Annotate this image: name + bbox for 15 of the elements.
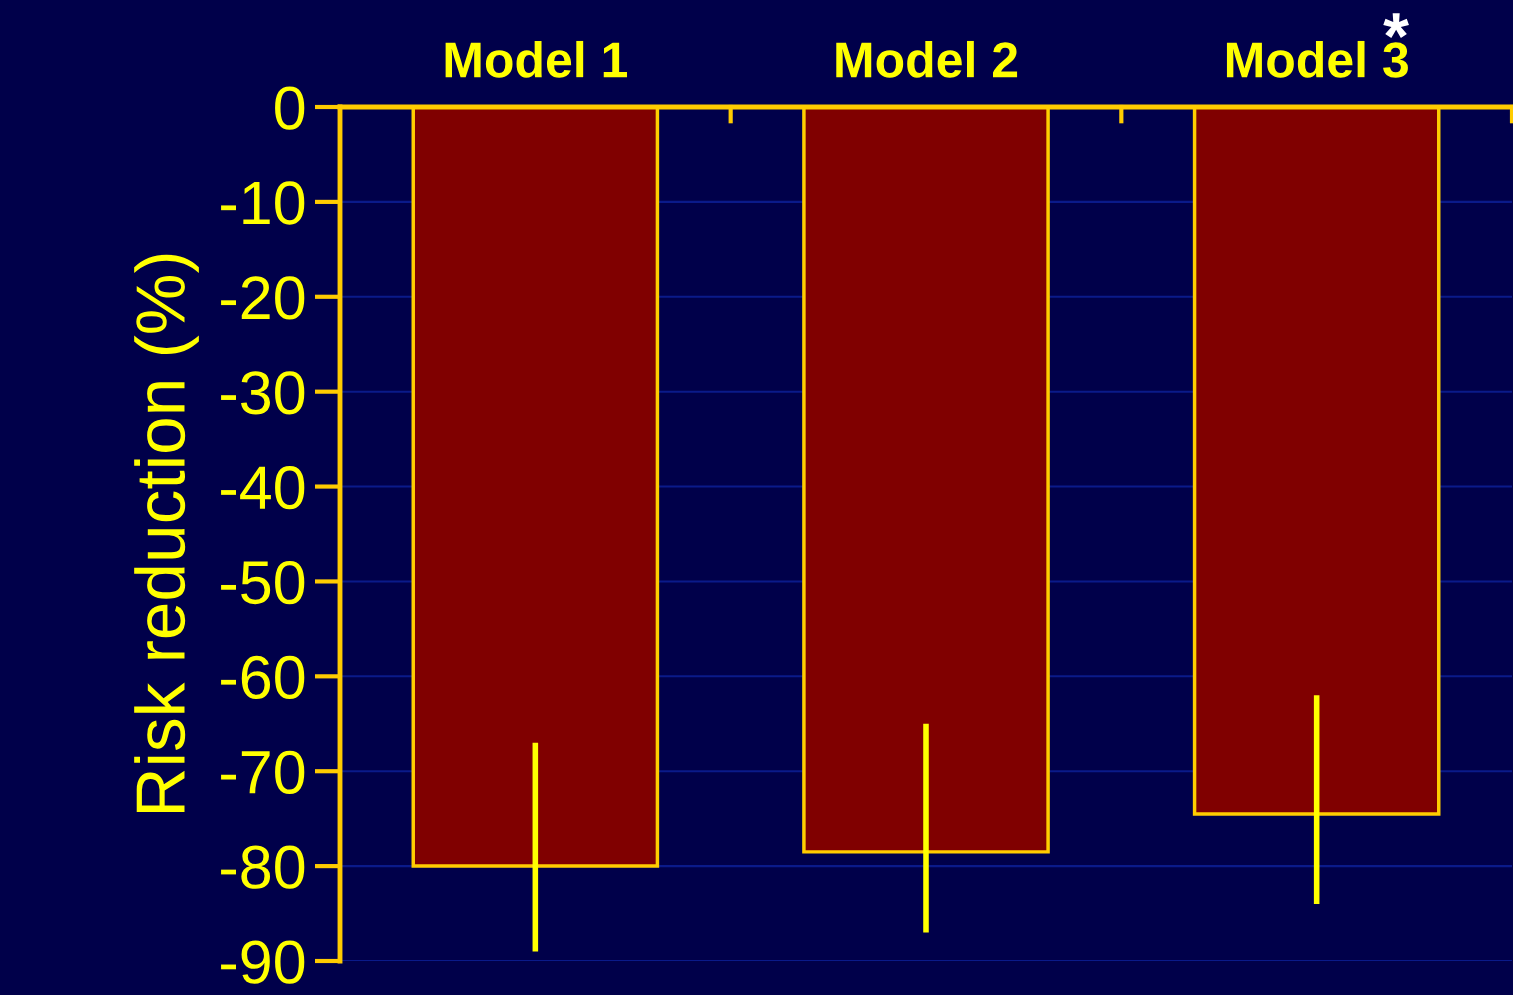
y-tick-label: -50 [221,560,305,605]
y-tick-label: -30 [221,371,305,415]
y-tick-label: -90 [221,940,305,984]
x-tick-label: Model 3 [1226,40,1408,78]
x-tick-label: Model 2 [836,40,1018,78]
y-tick-label: -60 [221,655,305,700]
x-tick-label: Model 1 [445,40,628,78]
y-tick-label: -40 [221,466,305,510]
y-tick-label: 0 [275,86,305,130]
y-tick-label: -70 [221,750,305,794]
y-tick-label: -20 [221,276,305,320]
y-axis-title: Risk reduction (%) [134,254,199,812]
text: * [1383,13,1409,38]
y-tick-label: -80 [221,845,305,889]
y-tick-label: -10 [221,181,305,225]
